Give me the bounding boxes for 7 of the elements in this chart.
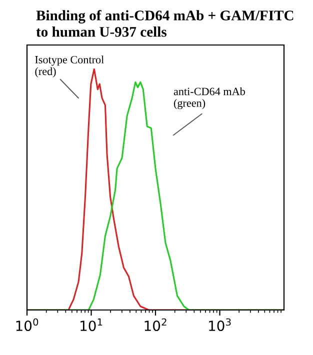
annotation: anti-CD64 mAb (green) — [174, 87, 245, 110]
chart-title: Binding of anti-CD64 mAb + GAM/FITC to human U-937 cells — [36, 10, 294, 37]
x-tick-label: 10$^{2}$ — [144, 318, 166, 332]
x-tick-label: 10$^{3}$ — [209, 318, 231, 332]
annotation: Isotype Control (red) — [35, 56, 104, 78]
x-tick-label: 10$^{0}$ — [16, 318, 38, 332]
x-tick-label: 10$^{1}$ — [80, 318, 102, 332]
